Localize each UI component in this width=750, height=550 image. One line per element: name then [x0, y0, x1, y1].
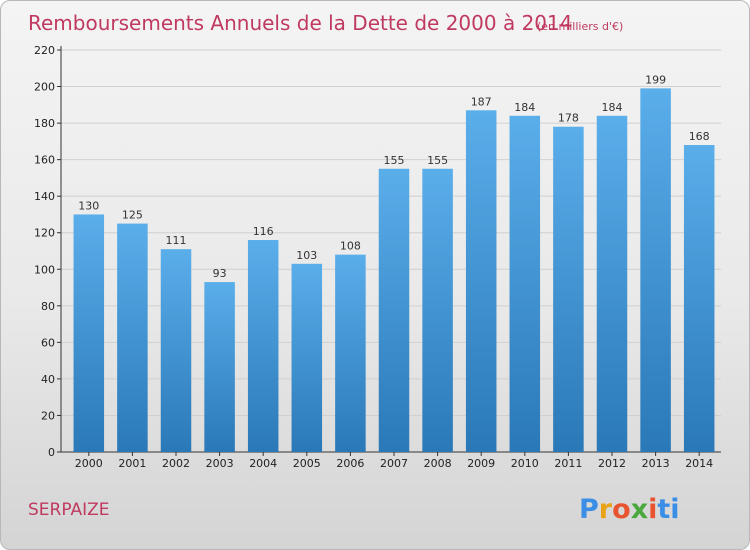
- x-tick-label-2012: 2012: [598, 457, 626, 470]
- value-label-2009: 187: [471, 95, 492, 108]
- x-tick-label-2006: 2006: [336, 457, 364, 470]
- value-label-2002: 111: [166, 234, 187, 247]
- y-tick-label: 60: [41, 336, 55, 349]
- logo-letter: r: [599, 494, 613, 525]
- value-label-2008: 155: [427, 154, 448, 167]
- bar-2014: [683, 145, 715, 452]
- logo-letter: i: [648, 494, 657, 525]
- logo-letter: o: [612, 494, 631, 525]
- y-tick-label: 120: [34, 227, 55, 240]
- bar-2008: [422, 168, 453, 453]
- value-label-2000: 130: [78, 199, 99, 212]
- x-tick-labels: 2000 2001 2002 2003 2004 2005 2006 2007 2008 2009…: [75, 457, 713, 470]
- value-label-2005: 103: [296, 249, 317, 262]
- x-tick-label-2014: 2014: [685, 457, 713, 470]
- bar-2004: [247, 240, 279, 452]
- x-tick-label-2007: 2007: [380, 457, 408, 470]
- x-tick-label-2004: 2004: [249, 457, 277, 470]
- bar-2009: [465, 110, 497, 453]
- x-tick-label-2002: 2002: [162, 457, 190, 470]
- bars: [73, 88, 715, 453]
- bar-2013: [640, 88, 671, 452]
- logo-letter: t: [657, 494, 670, 525]
- bar-2011: [553, 126, 584, 452]
- value-label-2007: 155: [384, 154, 405, 167]
- y-tick-labels: 0 20 40 60 80 100 120 140 160 180 200 220: [34, 44, 55, 459]
- x-tick-label-2011: 2011: [554, 457, 582, 470]
- bar-2005: [291, 263, 323, 452]
- bar-2007: [378, 168, 410, 453]
- value-label-2012: 184: [602, 101, 623, 114]
- bar-2002: [160, 249, 192, 452]
- value-label-2010: 184: [514, 101, 535, 114]
- x-tick-label-2009: 2009: [467, 457, 495, 470]
- x-tick-label-2001: 2001: [118, 457, 146, 470]
- bar-2001: [117, 223, 148, 452]
- x-tick-label-2003: 2003: [206, 457, 234, 470]
- bar-2000: [73, 214, 105, 452]
- y-tick-label: 180: [34, 117, 55, 130]
- value-label-2011: 178: [558, 112, 579, 125]
- y-tick-label: 80: [41, 300, 55, 313]
- bar-2006: [335, 254, 366, 452]
- logo-letter: x: [631, 494, 648, 525]
- bar-2012: [596, 115, 628, 453]
- proxiti-logo: Proxiti: [579, 494, 680, 525]
- value-label-2003: 93: [213, 267, 227, 280]
- y-tick-label: 0: [48, 446, 55, 459]
- y-tick-label: 160: [34, 154, 55, 167]
- value-label-2006: 108: [340, 240, 361, 253]
- value-label-2001: 125: [122, 209, 143, 222]
- value-label-2004: 116: [253, 225, 274, 238]
- y-tick-label: 220: [34, 44, 55, 57]
- value-labels: 130 125 111 93 116 103 108 155 155 187 184 178 184 19…: [78, 73, 709, 280]
- chart-unit: (en milliers d'€): [537, 20, 623, 33]
- logo-letter: P: [579, 494, 599, 525]
- commune-name: SERPAIZE: [28, 500, 110, 520]
- bar-2010: [509, 115, 541, 453]
- x-tick-label-2000: 2000: [75, 457, 103, 470]
- bar-2003: [204, 282, 235, 452]
- x-tick-label-2010: 2010: [511, 457, 539, 470]
- x-tick-label-2008: 2008: [424, 457, 452, 470]
- x-tick-label-2013: 2013: [642, 457, 670, 470]
- y-tick-label: 200: [34, 81, 55, 94]
- y-tick-label: 100: [34, 263, 55, 276]
- value-label-2014: 168: [689, 130, 710, 143]
- x-tick-label-2005: 2005: [293, 457, 321, 470]
- chart-title: Remboursements Annuels de la Dette de 20…: [28, 11, 572, 35]
- y-tick-label: 20: [41, 409, 55, 422]
- y-tick-label: 140: [34, 190, 55, 203]
- y-tick-label: 40: [41, 373, 55, 386]
- value-label-2013: 199: [645, 73, 666, 86]
- logo-letter: i: [670, 494, 679, 525]
